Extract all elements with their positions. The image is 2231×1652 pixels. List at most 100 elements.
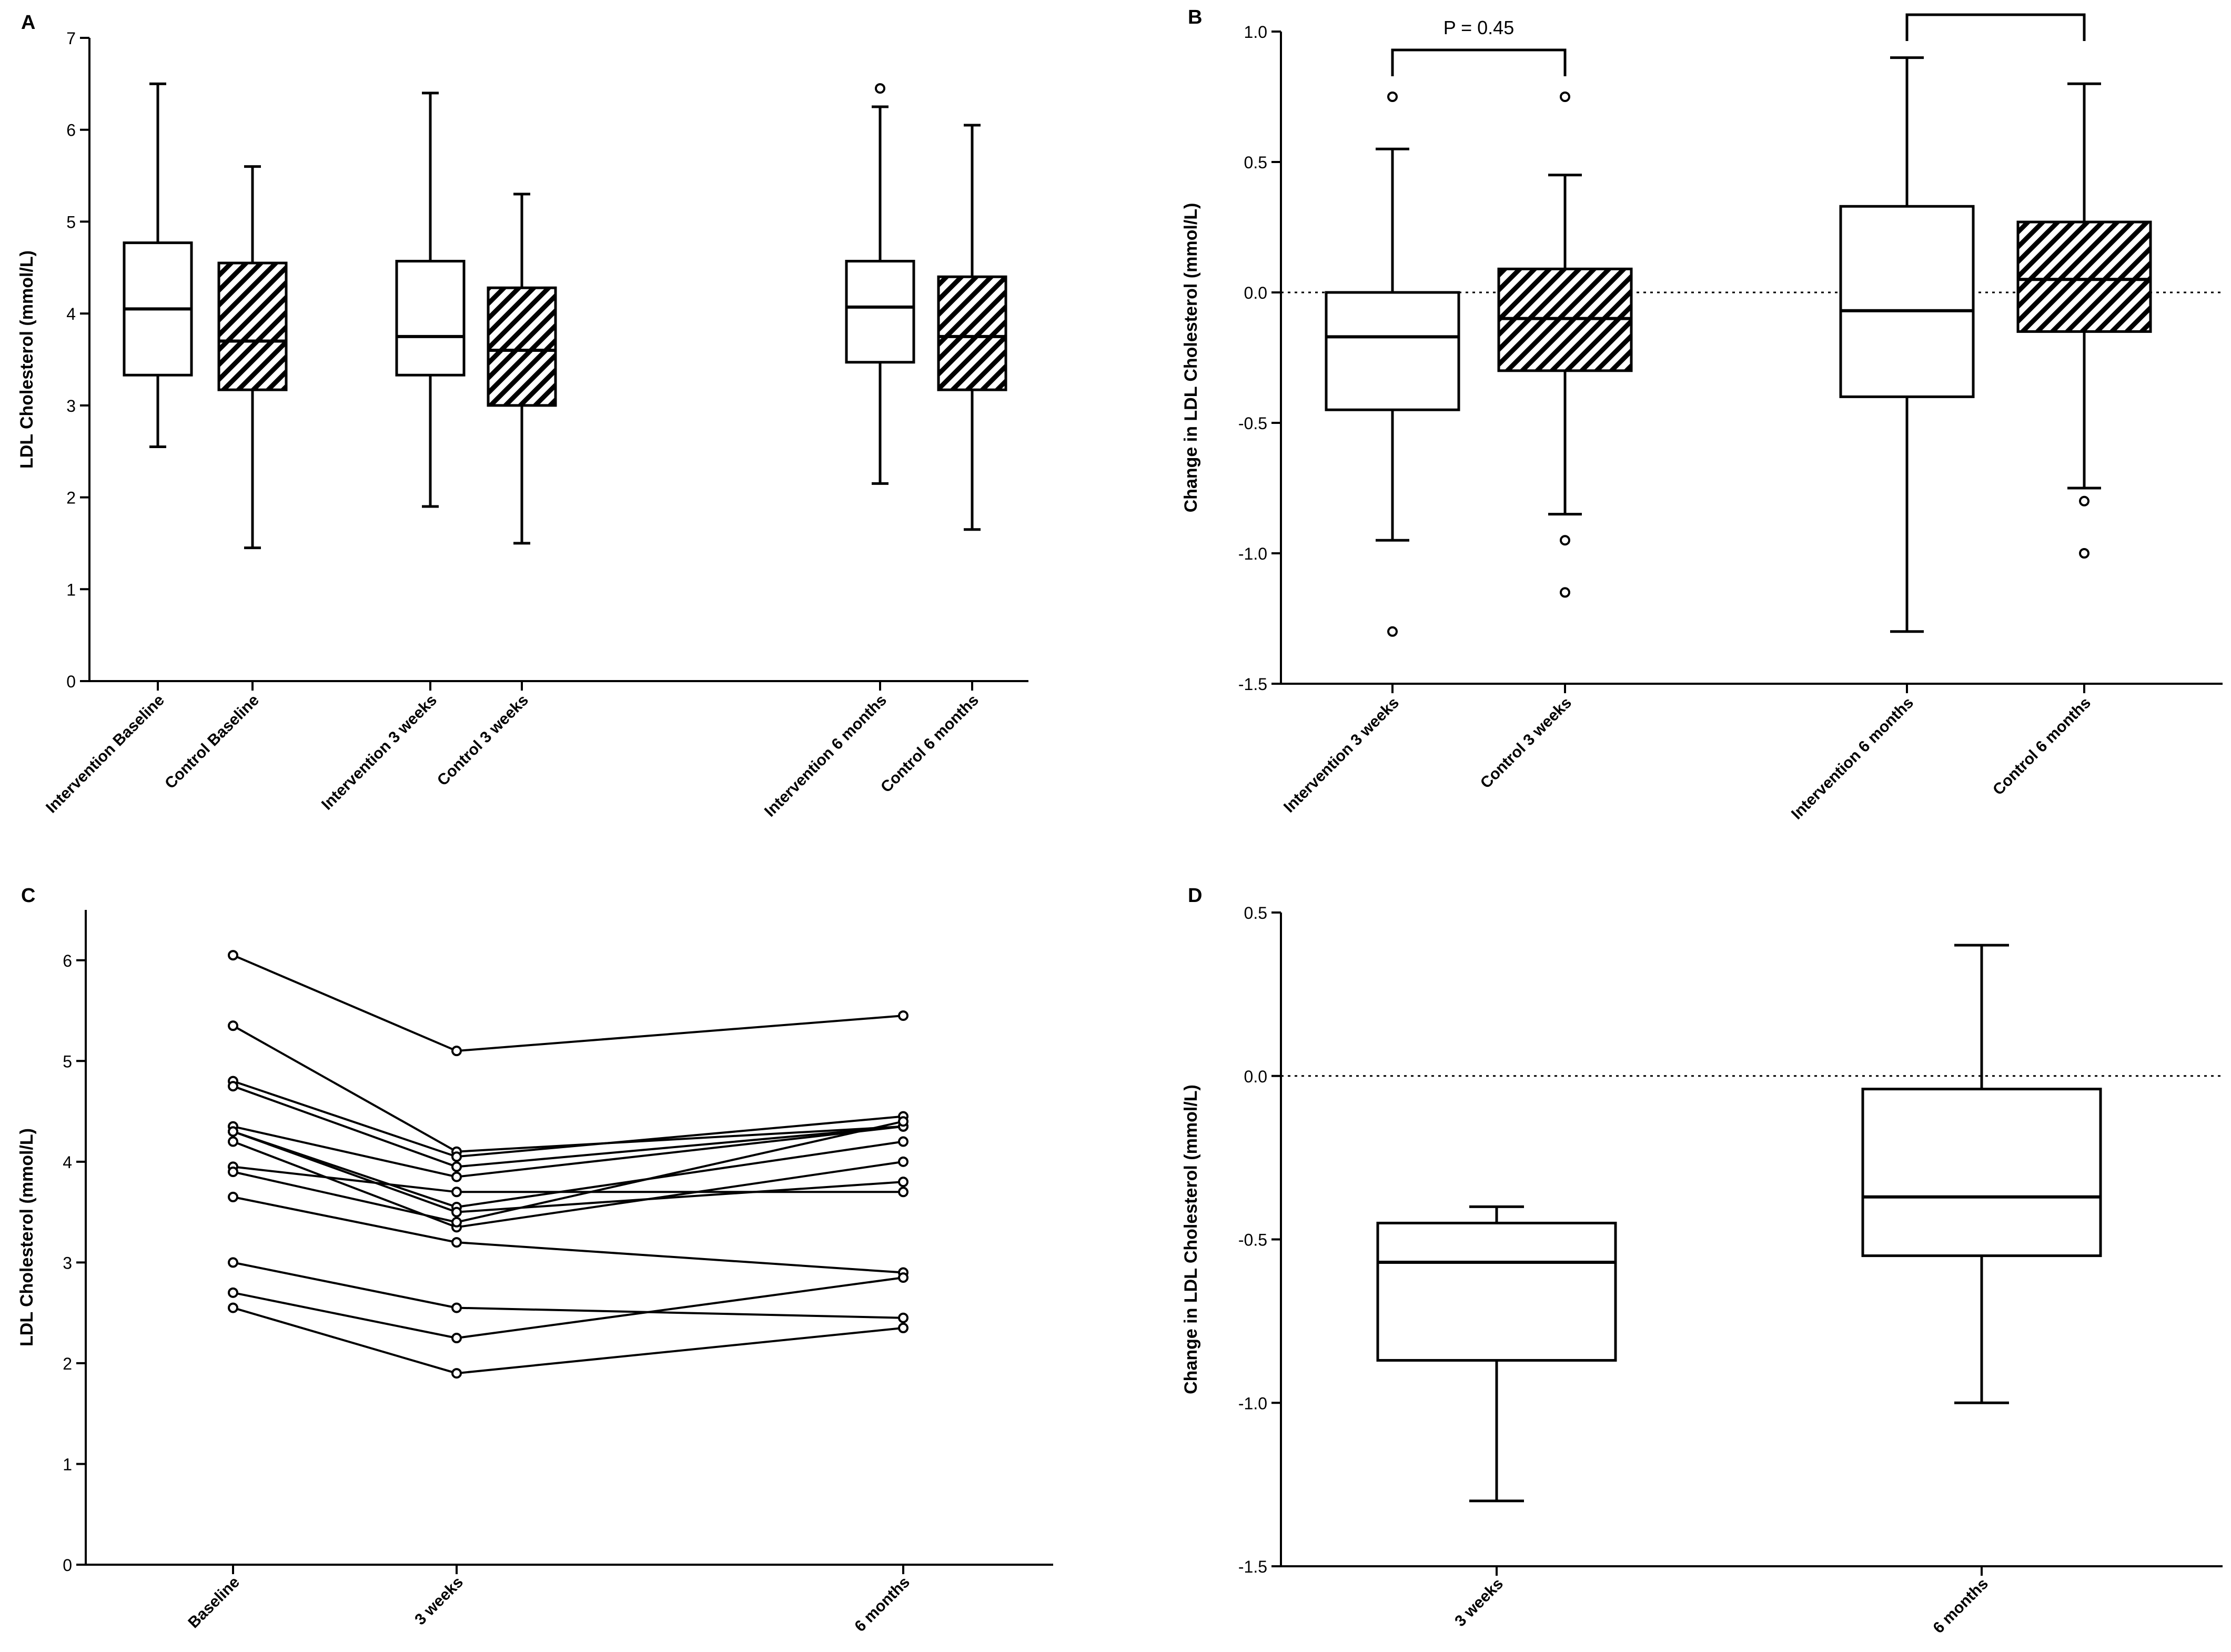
data-point bbox=[228, 1257, 238, 1268]
outlier-point bbox=[2079, 548, 2089, 559]
box-iqr bbox=[395, 260, 466, 377]
y-tick-label: 0 bbox=[63, 1556, 72, 1575]
box-iqr bbox=[937, 275, 1007, 391]
x-tick-label: Baseline bbox=[185, 1574, 243, 1632]
outlier-point bbox=[1387, 626, 1398, 637]
outlier-point bbox=[1560, 587, 1570, 598]
x-tick-label: Control 3 weeks bbox=[434, 692, 532, 789]
y-tick-label: 2 bbox=[63, 1354, 72, 1373]
x-tick-label: 3 weeks bbox=[411, 1574, 467, 1629]
box-iqr bbox=[1839, 205, 1975, 398]
x-tick-label: Intervention 3 weeks bbox=[318, 692, 440, 814]
x-tick-label: Intervention 6 months bbox=[761, 692, 890, 820]
y-tick-label: 1 bbox=[66, 580, 76, 599]
data-point bbox=[898, 1116, 908, 1127]
x-tick-label: Intervention 3 weeks bbox=[1280, 694, 1402, 816]
box-iqr bbox=[2016, 220, 2152, 333]
y-tick-label: 0.5 bbox=[1244, 904, 1267, 923]
data-point bbox=[228, 1020, 238, 1031]
y-tick-label: 2 bbox=[66, 489, 76, 508]
subject-line bbox=[233, 1125, 904, 1178]
x-tick-label: 3 weeks bbox=[1451, 1575, 1507, 1630]
data-point bbox=[451, 1368, 462, 1379]
box-iqr bbox=[1376, 1221, 1617, 1362]
y-axis-label: LDL Cholesterol (mmol/L) bbox=[17, 250, 37, 469]
outlier-point bbox=[875, 83, 885, 94]
panel-letter: D bbox=[1188, 885, 1202, 907]
data-point bbox=[898, 1177, 908, 1188]
data-point bbox=[451, 1333, 462, 1344]
y-tick-label: 0.0 bbox=[1244, 283, 1267, 302]
significance-bracket bbox=[1391, 48, 1567, 76]
outlier-point bbox=[1560, 535, 1570, 546]
subject-line bbox=[233, 954, 904, 1052]
data-point bbox=[898, 1187, 908, 1198]
panel-a: A 0 1 2 3 4 5 6 7 LDL Cholesterol (mmol/L) Interve… bbox=[17, 12, 1028, 820]
data-point bbox=[228, 1191, 238, 1202]
data-point bbox=[451, 1151, 462, 1162]
y-tick-label: 6 bbox=[66, 121, 76, 140]
outlier-point bbox=[2079, 495, 2089, 506]
data-point bbox=[898, 1010, 908, 1021]
y-tick-label: 4 bbox=[66, 305, 76, 323]
y-tick-label: 0.0 bbox=[1244, 1067, 1267, 1086]
panel-b: B -1.5 -1.0 -0.5 0.0 0.5 1.0 Change in LDL Chol… bbox=[1181, 6, 2223, 823]
outlier-point bbox=[1560, 92, 1570, 102]
y-tick-label: 7 bbox=[66, 29, 76, 48]
data-point bbox=[228, 1287, 238, 1298]
y-tick-label: 0.5 bbox=[1244, 153, 1267, 172]
x-tick-label: Intervention 6 months bbox=[1788, 694, 1917, 823]
y-tick-label: 4 bbox=[63, 1153, 72, 1172]
data-point bbox=[451, 1217, 462, 1228]
data-point bbox=[898, 1136, 908, 1147]
data-point bbox=[228, 1136, 238, 1147]
y-tick-label: 3 bbox=[66, 397, 76, 415]
box-iqr bbox=[845, 260, 915, 364]
y-tick-label: 0 bbox=[66, 672, 76, 691]
data-point bbox=[898, 1312, 908, 1323]
data-point bbox=[898, 1322, 908, 1333]
x-tick-label: Control 6 months bbox=[877, 692, 982, 796]
y-tick-label: 6 bbox=[63, 951, 72, 970]
data-point bbox=[898, 1272, 908, 1283]
subject-line bbox=[233, 1276, 904, 1340]
x-tick-label: Control 6 months bbox=[1990, 694, 2094, 799]
y-tick-label: -1.0 bbox=[1238, 544, 1267, 563]
outlier-point bbox=[1387, 92, 1398, 102]
x-tick-label: 6 months bbox=[851, 1574, 913, 1636]
data-point bbox=[451, 1161, 462, 1172]
panel-c: C 0 1 2 3 4 5 6 LDL Cholesterol (mmol/L) Baseline… bbox=[17, 885, 1053, 1635]
box-iqr bbox=[217, 261, 288, 391]
p-value-label: P = 0.45 bbox=[1443, 17, 1514, 38]
x-tick-label: 6 months bbox=[1930, 1575, 1992, 1637]
subject-line bbox=[233, 1306, 904, 1375]
x-tick-label: Control Baseline bbox=[161, 692, 263, 793]
data-point bbox=[451, 1046, 462, 1057]
y-tick-label: 3 bbox=[63, 1253, 72, 1272]
y-tick-label: -0.5 bbox=[1238, 414, 1267, 433]
data-point bbox=[451, 1171, 462, 1182]
box-iqr bbox=[1325, 291, 1460, 411]
y-tick-label: 1 bbox=[63, 1455, 72, 1474]
panel-d: D -1.5 -1.0 -0.5 0.0 0.5 Change in LDL Cholest… bbox=[1181, 885, 2223, 1637]
data-point bbox=[451, 1187, 462, 1198]
data-point bbox=[451, 1302, 462, 1313]
data-point bbox=[228, 1081, 238, 1092]
y-tick-label: 1.0 bbox=[1244, 23, 1267, 42]
subject-line bbox=[233, 1140, 904, 1229]
y-axis-label: LDL Cholesterol (mmol/L) bbox=[17, 1128, 37, 1346]
data-point bbox=[228, 950, 238, 961]
box-iqr bbox=[1861, 1088, 2102, 1258]
y-axis-label: Change in LDL Cholesterol (mmol/L) bbox=[1181, 1085, 1201, 1394]
y-tick-label: -1.0 bbox=[1238, 1394, 1267, 1413]
subject-line bbox=[233, 1130, 904, 1209]
data-point bbox=[451, 1237, 462, 1248]
data-point bbox=[228, 1126, 238, 1137]
y-axis-label: Change in LDL Cholesterol (mmol/L) bbox=[1181, 203, 1201, 513]
panel-letter: A bbox=[21, 12, 35, 34]
significance-bracket bbox=[1905, 13, 2086, 41]
y-tick-label: -1.5 bbox=[1238, 675, 1267, 694]
data-point bbox=[898, 1156, 908, 1167]
y-tick-label: -0.5 bbox=[1238, 1231, 1267, 1250]
